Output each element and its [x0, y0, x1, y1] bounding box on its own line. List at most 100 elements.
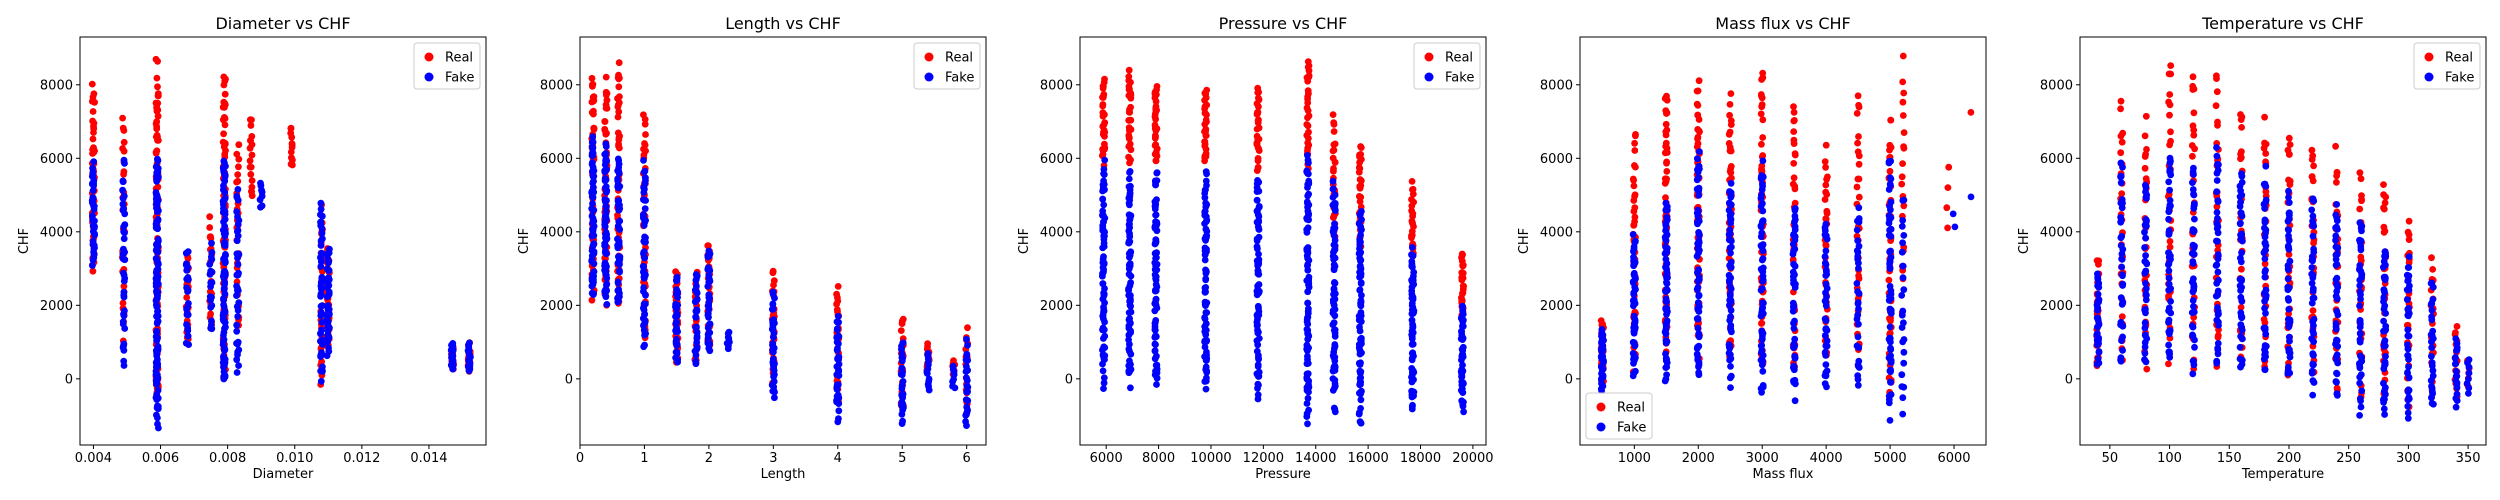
- real-point: [2165, 360, 2172, 368]
- fake-point: [2213, 188, 2221, 196]
- fake-point: [318, 326, 325, 334]
- fake-point: [616, 267, 623, 275]
- fake-point: [1304, 261, 1312, 268]
- fake-point: [706, 277, 714, 285]
- fake-point: [89, 240, 97, 248]
- fake-point: [2141, 244, 2149, 251]
- fake-point: [2094, 315, 2102, 323]
- real-point: [1305, 112, 1313, 120]
- fake-point: [1899, 262, 1907, 270]
- fake-point: [1695, 266, 1703, 274]
- fake-point: [2117, 242, 2125, 250]
- fake-point: [2141, 356, 2148, 364]
- x-tick-label: 18000: [1400, 451, 1441, 466]
- real-point: [1663, 96, 1671, 104]
- fake-point: [2213, 152, 2221, 160]
- real-point: [1255, 94, 1262, 102]
- fake-point: [1100, 374, 1108, 382]
- fake-point: [1409, 322, 1417, 330]
- fake-point: [1899, 197, 1907, 204]
- real-point: [1854, 139, 1861, 147]
- fake-point: [673, 326, 681, 334]
- fake-point: [449, 340, 457, 347]
- fake-point: [1099, 324, 1107, 332]
- fake-point: [1330, 256, 1337, 263]
- fake-point: [221, 309, 229, 316]
- fake-point: [1099, 196, 1107, 203]
- fake-point: [155, 237, 162, 245]
- fake-point: [2189, 186, 2197, 193]
- fake-point: [1898, 222, 1906, 230]
- fake-point: [119, 320, 127, 328]
- fake-point: [963, 403, 971, 411]
- fake-point: [1201, 343, 1209, 351]
- fake-point: [1898, 371, 1906, 379]
- fake-point: [1201, 315, 1209, 323]
- fake-point: [1357, 225, 1365, 233]
- fake-point: [208, 249, 216, 256]
- fake-point: [641, 167, 649, 175]
- fake-point: [1898, 383, 1906, 390]
- fake-point: [1854, 288, 1861, 295]
- fake-point: [2213, 177, 2221, 184]
- fake-point: [899, 339, 907, 347]
- fake-point: [1203, 182, 1210, 189]
- real-point: [1202, 116, 1210, 124]
- real-point: [2117, 105, 2125, 113]
- fake-point: [1887, 391, 1895, 398]
- real-point: [1253, 125, 1261, 133]
- fake-point: [2119, 272, 2126, 280]
- fake-point: [155, 260, 162, 268]
- fake-point: [1409, 350, 1416, 357]
- real-point: [2117, 149, 2125, 157]
- real-point: [1887, 116, 1895, 124]
- real-point: [1899, 98, 1907, 106]
- fake-point: [120, 156, 128, 164]
- fake-point: [705, 291, 713, 299]
- fake-point: [1727, 313, 1734, 321]
- real-point: [1303, 121, 1311, 128]
- real-point: [246, 163, 254, 171]
- fake-point: [1357, 309, 1365, 316]
- real-point: [2380, 205, 2388, 213]
- fake-point: [2214, 160, 2221, 168]
- fake-point: [1900, 359, 1908, 367]
- fake-point: [1357, 249, 1365, 256]
- fake-point: [1789, 250, 1797, 258]
- fake-point: [1949, 210, 1957, 218]
- fake-point: [899, 378, 907, 385]
- fake-point: [233, 208, 241, 216]
- fake-point: [1951, 223, 1959, 231]
- fake-point: [120, 346, 128, 354]
- real-point: [1459, 269, 1467, 277]
- fake-point: [769, 340, 777, 348]
- real-point: [1758, 92, 1765, 100]
- real-point: [590, 124, 598, 132]
- fake-point: [1854, 300, 1862, 308]
- fake-point: [2262, 286, 2270, 294]
- fake-point: [1694, 155, 1701, 163]
- fake-point: [318, 318, 326, 326]
- fake-point: [614, 155, 622, 163]
- fake-point: [318, 302, 326, 309]
- fake-point: [2093, 330, 2101, 337]
- fake-point: [601, 288, 609, 295]
- fake-point: [2238, 212, 2246, 220]
- fake-point: [1254, 223, 1262, 231]
- real-point: [2189, 122, 2197, 130]
- fake-point: [208, 279, 216, 286]
- y-tick-label: 6000: [1040, 152, 1073, 167]
- real-point: [91, 98, 98, 106]
- fake-point: [1886, 417, 1894, 424]
- legend-label-fake: Fake: [945, 71, 974, 86]
- fake-point: [704, 324, 712, 332]
- real-point: [1330, 165, 1337, 172]
- x-tick-label: 3: [769, 451, 777, 466]
- x-tick-label: 10000: [1190, 451, 1231, 466]
- fake-point: [2213, 359, 2221, 367]
- real-point: [1662, 128, 1670, 136]
- real-point: [1305, 72, 1313, 79]
- real-point: [90, 144, 97, 152]
- real-point: [2380, 223, 2388, 231]
- fake-point: [317, 218, 324, 226]
